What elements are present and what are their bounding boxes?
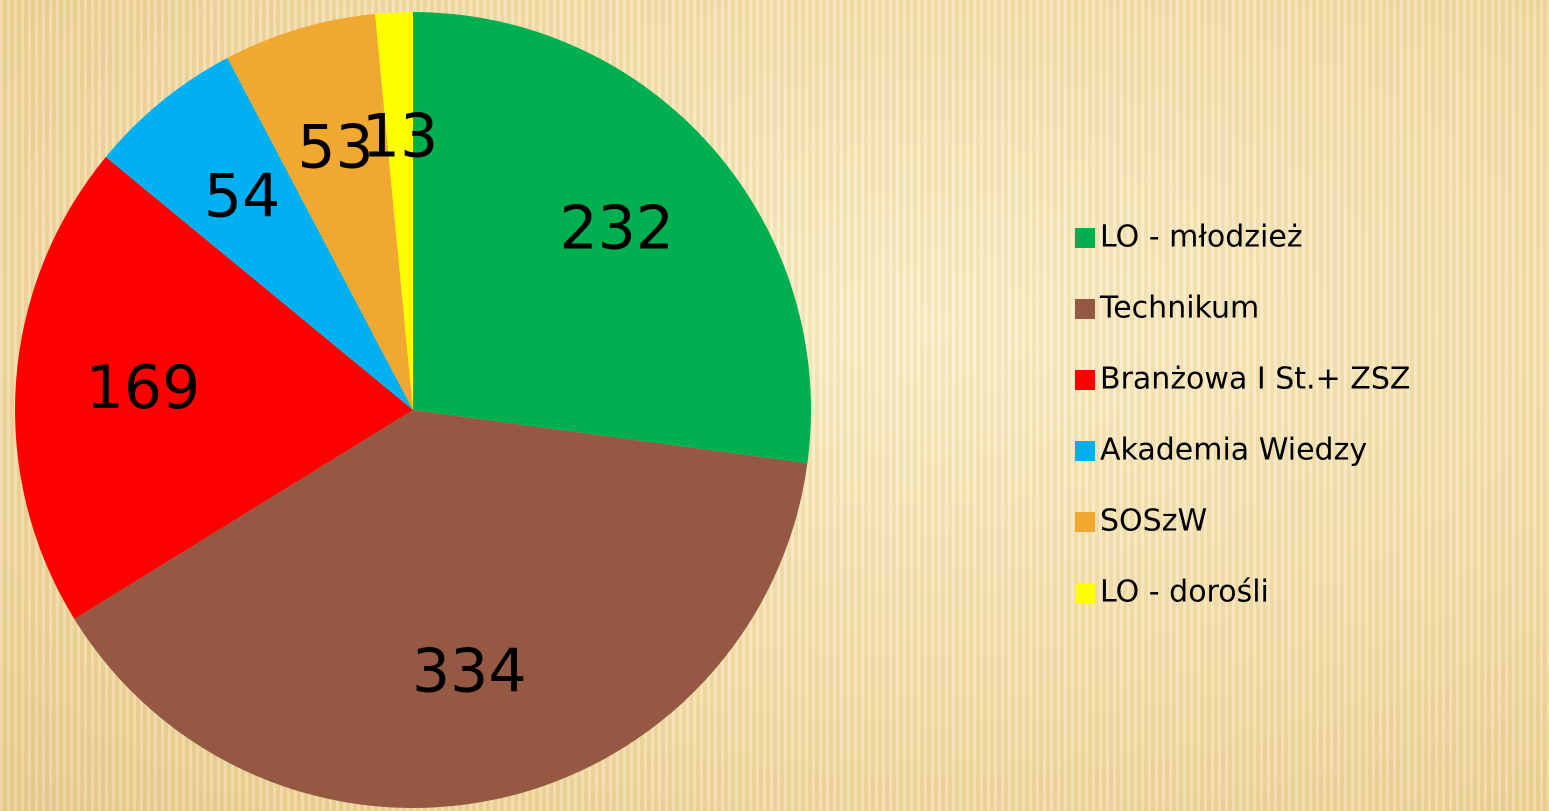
legend-label: Akademia Wiedzy <box>1100 433 1367 468</box>
data-label: 334 <box>412 636 527 706</box>
pie-slice <box>74 410 808 808</box>
data-label: 232 <box>559 193 674 263</box>
legend-swatch <box>1075 583 1095 603</box>
data-label: 169 <box>86 353 201 423</box>
legend-label: Technikum <box>1099 291 1259 326</box>
pie-slice <box>227 13 413 411</box>
pie-slice <box>375 12 413 410</box>
legend-swatch <box>1075 228 1095 248</box>
pie-slice <box>14 156 414 620</box>
legend-label: LO - młodzież <box>1100 220 1303 255</box>
legend-label: Branżowa I St.+ ZSZ <box>1100 362 1410 397</box>
data-label: 54 <box>204 162 280 232</box>
legend-swatch <box>1075 370 1095 390</box>
legend-label: LO - dorośli <box>1100 575 1269 610</box>
pie-slice <box>105 57 414 410</box>
legend-swatch <box>1075 299 1095 319</box>
legend-label: SOSzW <box>1100 504 1207 539</box>
data-label: 13 <box>362 101 438 171</box>
legend-swatch <box>1075 441 1095 461</box>
legend-swatch <box>1075 512 1095 532</box>
data-label: 53 <box>297 112 373 182</box>
pie-slice <box>413 12 811 464</box>
